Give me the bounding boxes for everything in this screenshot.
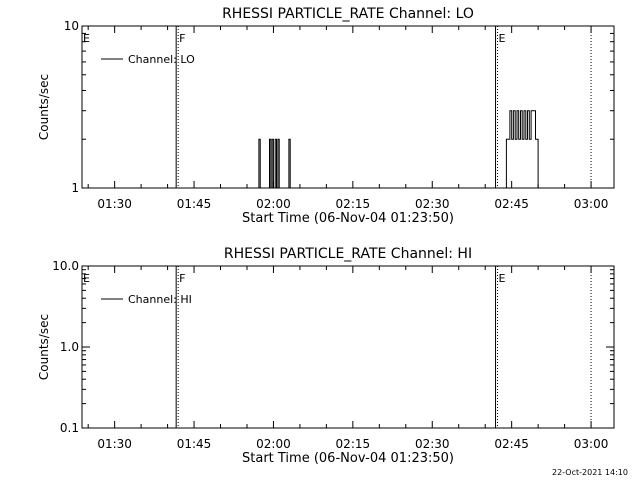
x-tick-label: 02:15: [336, 197, 371, 211]
x-tick-label: 02:00: [256, 437, 291, 451]
y-tick-label: 10: [64, 19, 79, 33]
x-tick-label: 02:30: [415, 197, 450, 211]
y-tick-label: 1.0: [60, 340, 79, 354]
x-axis-label: Start Time (06-Nov-04 01:23:50): [242, 451, 454, 466]
y-tick-label: 10.0: [52, 259, 79, 273]
marker-label: F: [179, 32, 185, 45]
x-tick-label: 01:45: [177, 437, 212, 451]
x-tick-label: 02:15: [336, 437, 371, 451]
x-tick-label: 02:45: [494, 197, 529, 211]
chart-title: RHESSI PARTICLE_RATE Channel: HI: [224, 246, 472, 262]
x-tick-label: 03:00: [574, 197, 609, 211]
x-tick-label: 02:30: [415, 437, 450, 451]
x-tick-label: 02:45: [494, 437, 529, 451]
x-tick-label: 01:45: [177, 197, 212, 211]
marker-label: E: [499, 272, 506, 285]
marker-label: F: [179, 272, 185, 285]
timestamp-label: 22-Oct-2021 14:10: [552, 468, 628, 477]
x-tick-label: 03:00: [574, 437, 609, 451]
y-axis-label: Counts/sec: [37, 314, 51, 380]
legend-label: Channel: LO: [128, 53, 195, 66]
legend-label: Channel: HI: [128, 293, 192, 306]
y-axis-label: Counts/sec: [37, 74, 51, 140]
plot-frame: [81, 265, 615, 429]
marker-label: E: [499, 32, 506, 45]
chart-title: RHESSI PARTICLE_RATE Channel: LO: [222, 6, 474, 22]
plot-frame: [81, 25, 615, 189]
y-tick-label: 0.1: [60, 421, 79, 435]
x-axis-label: Start Time (06-Nov-04 01:23:50): [242, 211, 454, 226]
marker-label: E: [83, 32, 90, 45]
series-line-1: [257, 110, 539, 189]
x-tick-label: 01:30: [97, 437, 132, 451]
marker-label: E: [83, 272, 90, 285]
x-tick-label: 02:00: [256, 197, 291, 211]
x-tick-label: 01:30: [97, 197, 132, 211]
y-tick-label: 1: [71, 181, 79, 195]
